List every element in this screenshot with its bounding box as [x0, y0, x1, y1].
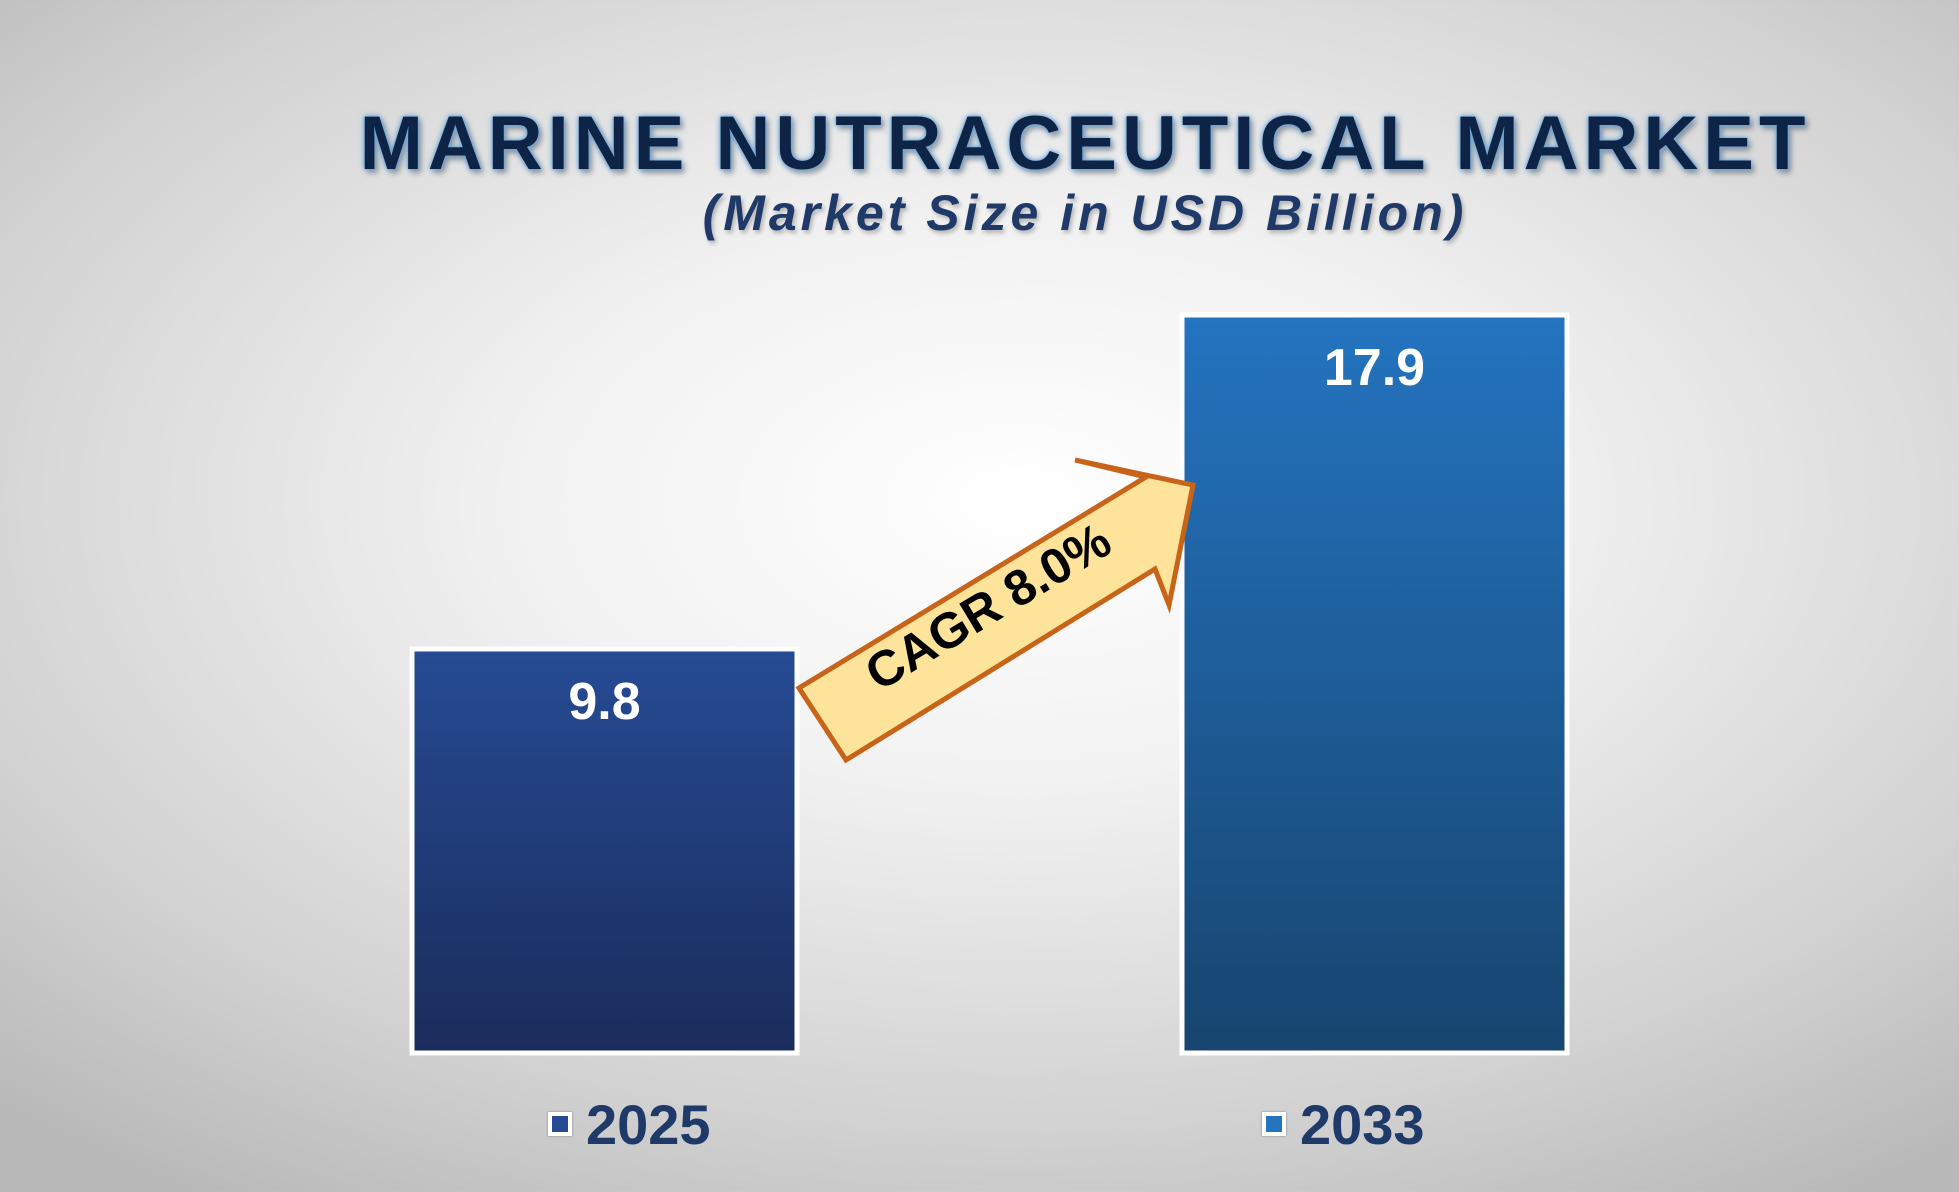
legend-item-2025: 2025 — [548, 1088, 711, 1160]
chart-subtitle: (Market Size in USD Billion) — [702, 185, 1468, 241]
legend-label-2033: 2033 — [1300, 1092, 1425, 1156]
legend-label-2025: 2025 — [586, 1092, 711, 1156]
data-label-2033: 17.9 — [1324, 339, 1425, 397]
chart-title: MARINE NUTRACEUTICAL MARKET — [359, 101, 1811, 186]
cagr-arrow-shape — [795, 457, 1196, 764]
legend-swatch-2033 — [1262, 1112, 1286, 1136]
legend-item-2033: 2033 — [1262, 1088, 1425, 1160]
data-label-2025: 9.8 — [568, 673, 640, 731]
bar-2033 — [1179, 312, 1570, 1056]
bar-2025 — [409, 646, 800, 1056]
legend-swatch-2025 — [548, 1112, 572, 1136]
cagr-arrow: CAGR 8.0% — [795, 457, 1196, 764]
